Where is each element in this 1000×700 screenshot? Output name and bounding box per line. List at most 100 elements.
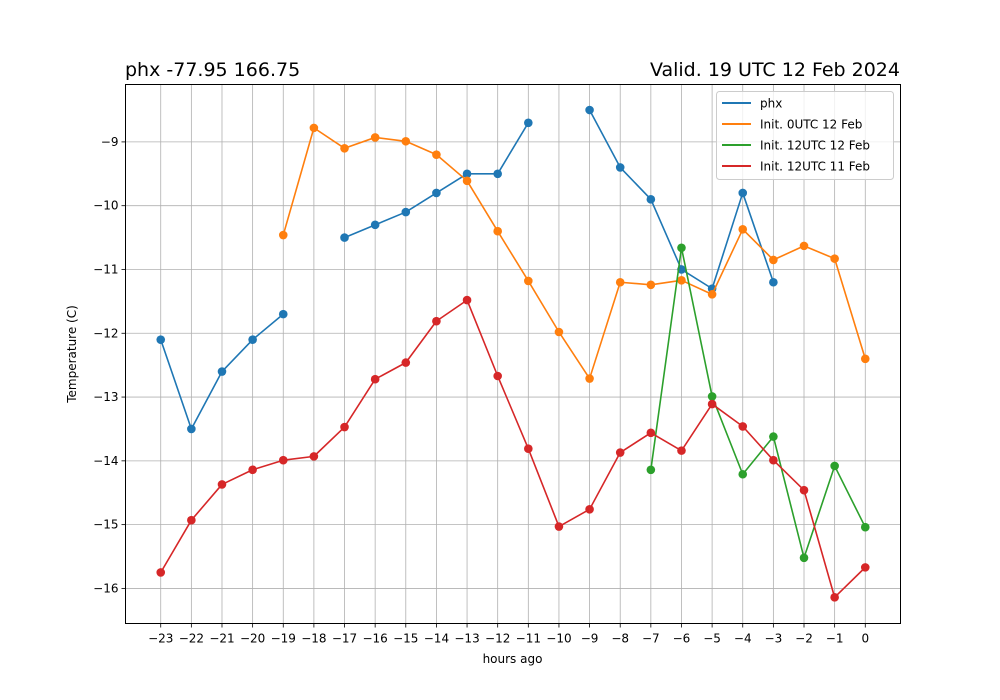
series-3-line <box>650 246 866 559</box>
y-tick-label: −14 <box>93 454 118 468</box>
series-4-point <box>370 374 380 384</box>
series-2-point <box>860 354 870 364</box>
series-1-point <box>278 309 288 319</box>
x-tick-label: −6 <box>673 632 691 646</box>
series-4-point <box>340 422 349 432</box>
series-1-point <box>370 220 380 230</box>
series-4-point <box>860 563 870 572</box>
y-tick-label: −10 <box>93 199 118 213</box>
x-tick-label: −19 <box>271 632 296 646</box>
x-tick-label: −7 <box>642 632 660 646</box>
series-2-point <box>524 276 533 286</box>
y-tick-label: −16 <box>93 581 118 595</box>
series-layer <box>156 105 870 602</box>
x-tick-label: −20 <box>240 632 265 646</box>
series-1-point <box>585 105 594 115</box>
series-4-point <box>493 371 502 381</box>
series-4-point <box>278 455 288 465</box>
series-4-line <box>160 299 866 599</box>
series-3-point <box>830 461 839 471</box>
series-2-point <box>738 224 748 234</box>
x-tick-label: −2 <box>795 632 813 646</box>
y-tick-label: −12 <box>93 326 118 340</box>
x-tick-label: −8 <box>611 632 629 646</box>
series-1-point <box>524 118 533 128</box>
y-axis-ticks: −16 −15 −14 −13 −12 −11 −10 −9 <box>93 135 126 595</box>
series-4-point <box>646 428 656 438</box>
series-2-point <box>585 374 594 383</box>
series-4-point <box>401 358 411 367</box>
series-1-point <box>646 195 656 204</box>
series-4-point <box>554 522 564 531</box>
x-tick-label: −3 <box>765 632 783 646</box>
series-2-point <box>370 133 380 142</box>
x-axis-ticks: −23 −22 −21 −20 −19 −18 −17 −16 −15 −14 −13 −12 −11−… <box>148 623 869 646</box>
series-2-point <box>462 176 472 186</box>
x-tick-label: −9 <box>581 632 599 646</box>
x-tick-label: −17 <box>332 632 357 646</box>
series-3-point <box>769 432 778 441</box>
x-tick-label: −10 <box>546 632 571 646</box>
series-4-point <box>677 446 686 455</box>
series-4-point <box>309 452 319 461</box>
x-tick-label: −14 <box>424 632 449 646</box>
series-1-point <box>615 163 625 172</box>
x-tick-label: −18 <box>301 632 326 646</box>
series-1-point <box>340 233 349 242</box>
series-2-point <box>799 241 809 251</box>
series-4-point <box>830 593 839 602</box>
series-3-point <box>707 392 717 401</box>
series-1-point <box>401 207 411 217</box>
series-1-point <box>432 188 441 198</box>
legend-label-4: Init. 12UTC 11 Feb <box>760 160 870 174</box>
chart-title-right: Valid. 19 UTC 12 Feb 2024 <box>650 59 900 81</box>
series-4-point <box>432 316 441 326</box>
series-1-point <box>217 367 227 376</box>
series-2-point <box>830 254 839 263</box>
series-2-point <box>401 136 411 146</box>
x-tick-label: −5 <box>703 632 721 646</box>
series-4-point <box>462 295 472 305</box>
x-tick-label: −1 <box>826 632 844 646</box>
x-tick-label: −21 <box>209 632 234 646</box>
series-1-point <box>738 188 748 198</box>
x-tick-label: −23 <box>148 632 173 646</box>
series-4-point <box>769 455 778 465</box>
series-4-point <box>156 568 166 577</box>
series-2-point <box>278 230 288 240</box>
series-4-point <box>187 515 196 525</box>
series-1-point <box>156 335 166 344</box>
y-axis-label: Temperature (C) <box>65 305 79 404</box>
x-tick-label: 0 <box>861 632 869 646</box>
x-tick-label: −13 <box>454 632 479 646</box>
chart-title-left: phx -77.95 166.75 <box>125 59 300 81</box>
x-tick-label: −12 <box>485 632 510 646</box>
series-3-point <box>677 243 686 253</box>
x-tick-label: −22 <box>179 632 204 646</box>
y-tick-label: −13 <box>93 390 118 404</box>
legend-label-1: phx <box>760 97 782 111</box>
series-2-line <box>282 127 867 380</box>
series-4-point <box>248 465 257 475</box>
series-2-point <box>769 255 778 265</box>
y-tick-label: −9 <box>101 135 119 149</box>
series-3-point <box>738 469 748 479</box>
grid <box>125 84 901 624</box>
x-tick-label: −4 <box>734 632 752 646</box>
series-4-point <box>615 448 625 457</box>
y-tick-label: −11 <box>93 262 118 276</box>
series-1-point <box>769 277 778 287</box>
series-1-point <box>248 335 257 344</box>
series-4-point <box>524 444 533 454</box>
series-2-point <box>707 290 717 299</box>
y-tick-label: −15 <box>93 518 118 532</box>
series-4-point <box>707 399 717 409</box>
series-4-point <box>217 480 227 489</box>
series-1-point <box>493 169 502 179</box>
series-1-point <box>462 169 472 179</box>
series-3-point <box>860 522 870 532</box>
series-3-point <box>646 465 656 475</box>
series-2-point <box>646 280 656 290</box>
legend: phx Init. 0UTC 12 Feb Init. 12UTC 12 Feb In… <box>716 91 894 180</box>
